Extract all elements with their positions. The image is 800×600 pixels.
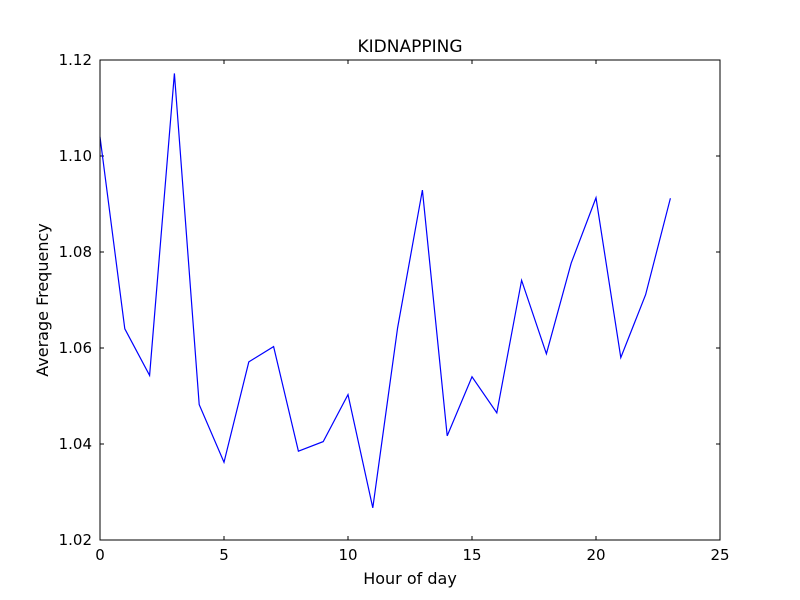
x-tick-label: 25 (710, 546, 729, 564)
y-tick-label: 1.06 (59, 339, 92, 357)
plot-area (100, 60, 720, 540)
series-line (99, 73, 671, 508)
y-tick-label: 1.12 (59, 51, 92, 69)
x-axis-label: Hour of day (363, 569, 457, 588)
y-tick-label: 1.02 (59, 531, 92, 549)
y-axis-label: Average Frequency (33, 223, 52, 376)
x-tick-label: 10 (338, 546, 357, 564)
x-tick-label: 20 (586, 546, 605, 564)
plot-frame (99, 59, 721, 541)
chart-title: KIDNAPPING (357, 37, 462, 57)
y-tick-label: 1.04 (59, 435, 92, 453)
x-tick-label: 0 (95, 546, 105, 564)
y-tick-label: 1.10 (59, 147, 92, 165)
y-tick-label: 1.08 (59, 243, 92, 261)
axis-ticks: 0 5 10 15 20 25 1.02 1.04 1.06 1.08 1.10 1.12 (59, 51, 730, 564)
x-tick-label: 15 (462, 546, 481, 564)
x-tick-label: 5 (219, 546, 229, 564)
